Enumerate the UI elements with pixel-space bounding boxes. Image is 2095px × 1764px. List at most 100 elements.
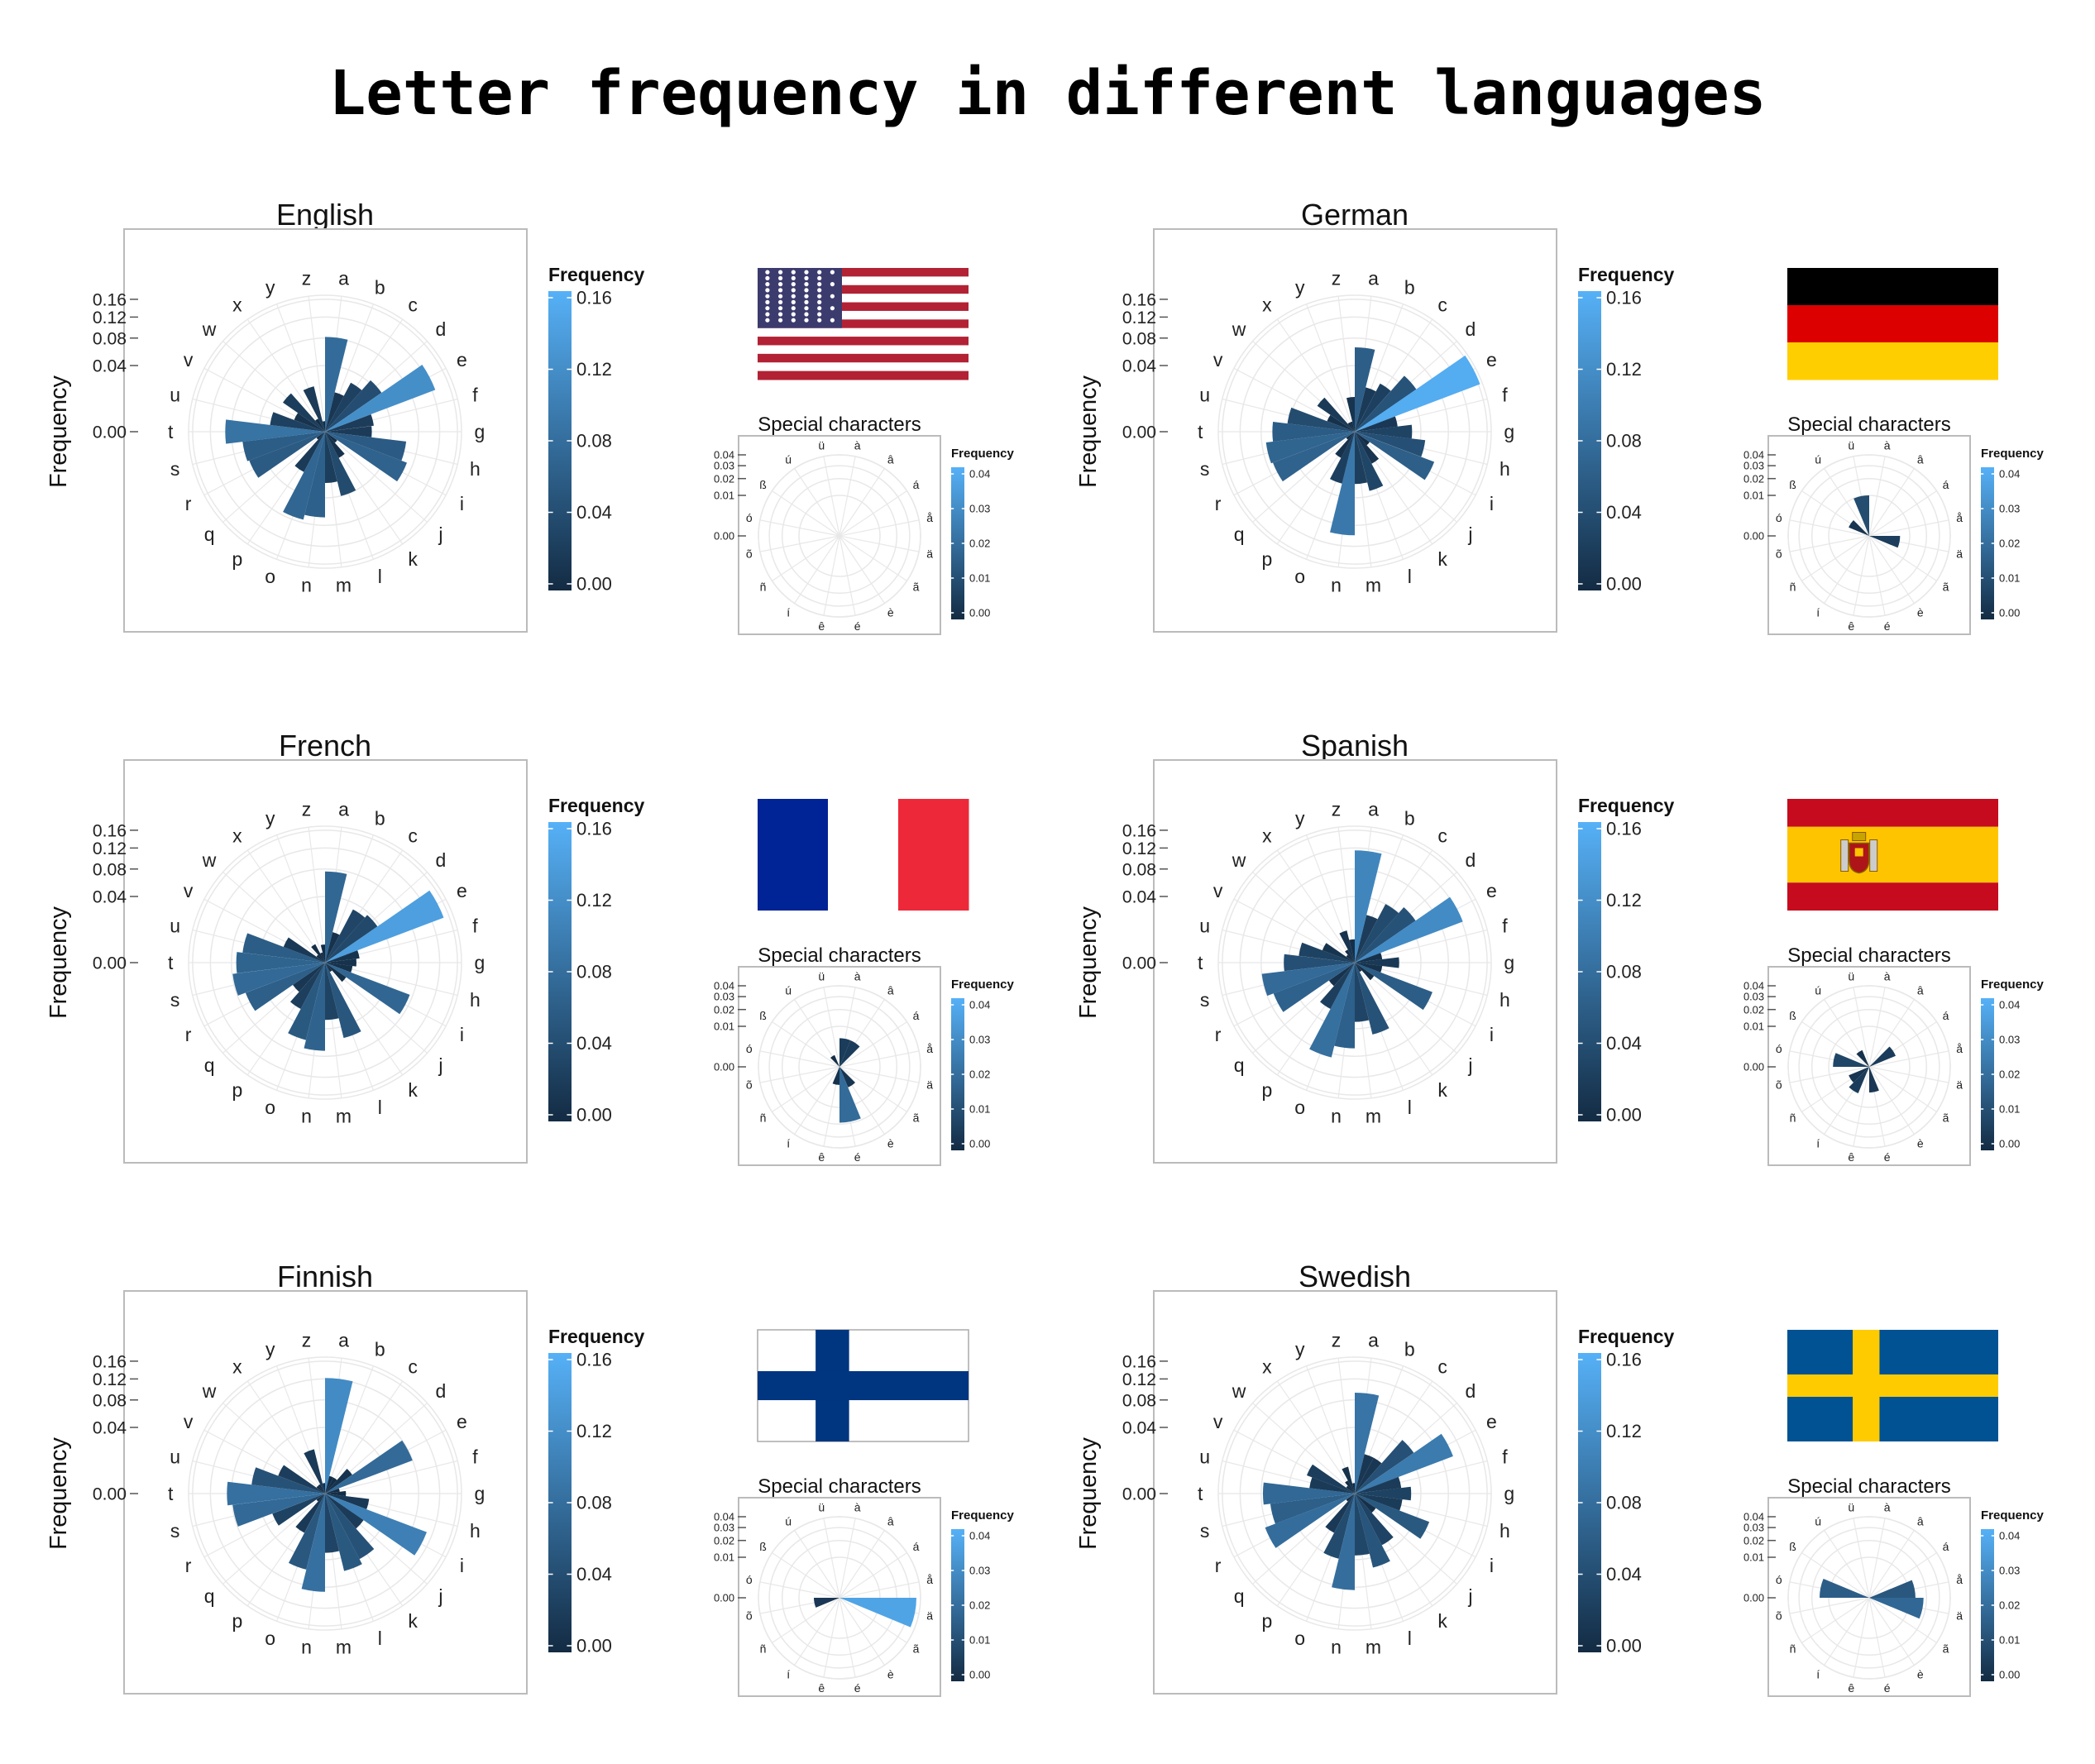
finnish-main-legend-tick: 0.12 [576,1421,612,1441]
german-special-bar-ä [1869,536,1901,548]
spanish-main-bar-d [1355,907,1416,963]
spanish-special-category-label: â [1917,983,1924,997]
english-special-category-label: à [854,439,861,452]
english-special-radial-tick: 0.04 [714,449,734,461]
german-special-legend-tick: 0.04 [1999,468,2020,480]
swedish-main-category-label: v [1213,1411,1223,1432]
spanish-main-bar-e [1355,896,1463,963]
swedish-main-legend-tick: 0.16 [1606,1350,1642,1370]
finnish-main-category-label: u [170,1446,180,1467]
finnish-main-bar-m [325,1494,340,1553]
english-main-bar-f [325,414,374,432]
finnish-main-bar-a [325,1378,353,1494]
finnish-special-radial-tick: 0.01 [714,1551,734,1564]
spanish-main-category-label: k [1437,1079,1447,1101]
english-main-category-label: o [265,566,275,587]
german-special-radial-tick: 0.01 [1743,490,1764,502]
spanish-main-category-label: c [1437,825,1447,846]
french-special-legend-tick: 0.03 [969,1034,990,1046]
german-main-bar-q [1346,432,1355,440]
finnish-special-category-label: ß [759,1540,767,1553]
german-special-radial-tick: 0.04 [1743,449,1764,461]
english-main-category-label: w [202,318,217,340]
swedish-main-radial-tick: 0.16 [1122,1353,1156,1372]
swedish-special-legend-bar [1981,1529,1994,1681]
spanish-main-radial-tick: 0.16 [1122,822,1156,841]
finnish-special-category-label: ú [785,1514,792,1527]
german-special-legend-tick: 0.00 [1999,607,2020,619]
sweden-flag [1787,1330,1998,1441]
german-main-bar-z [1346,397,1355,432]
swedish-main-category-label: x [1262,1355,1272,1377]
english-special-category-label: è [887,605,894,619]
swedish-special-category-label: â [1917,1514,1924,1527]
french-special-bar-ê [832,1067,839,1085]
swedish-main-category-label: i [1490,1555,1494,1576]
swedish-main-legend-tick: 0.12 [1606,1421,1642,1441]
swedish-chart-title: Swedish [1299,1260,1411,1293]
german-main-bar-k [1355,432,1380,464]
german-special-bar-ü [1853,495,1869,536]
finnish-main-category-label: b [375,1338,385,1360]
english-main-category-label: c [408,294,418,315]
german-special-legend-tick: 0.02 [1999,538,2020,550]
swedish-special-bar-ä [1869,1598,1924,1619]
english-main-bar-s [242,432,325,461]
french-main-bar-b [325,932,340,963]
spanish-main-legend-tick: 0.04 [1606,1033,1642,1054]
english-main-legend-title: Frequency [548,264,645,285]
finnish-main-bar-g [325,1490,347,1497]
finnish-main-category-label: h [470,1520,481,1542]
german-main-category-label: v [1213,349,1223,370]
english-special-category-label: í [787,605,790,619]
spanish-special-bar-é [1869,1067,1879,1092]
french-main-category-label: m [336,1106,352,1127]
spanish-special-legend-tick: 0.00 [1999,1138,2020,1150]
finnish-main-bar-w [316,1485,325,1494]
german-main-category-label: t [1198,421,1203,442]
spanish-main-category-label: j [1467,1054,1472,1076]
english-main-bar-n [304,432,325,518]
finnish-special-radial-tick: 0.00 [714,1592,734,1604]
spanish-special-legend-bar [1981,998,1994,1150]
english-special-legend-tick: 0.01 [969,572,990,585]
german-main-category-label: z [1332,268,1342,289]
finnish-main-bar-j [325,1494,364,1529]
swedish-main-category-label: a [1368,1330,1379,1351]
spanish-special-category-label: í [1816,1136,1820,1150]
german-main-category-label: n [1331,575,1342,596]
german-main-bar-m [1355,432,1368,485]
spanish-main-bar-b [1355,915,1378,963]
swedish-special-radial-tick: 0.02 [1743,1534,1764,1546]
english-main-category-label: j [438,523,442,545]
swedish-special-category-label: à [1884,1501,1891,1514]
swedish-main-bar-a [1355,1392,1380,1494]
french-special-legend-title: Frequency [951,978,1015,992]
spanish-main-bar-q [1328,963,1355,987]
spanish-main-bar-v [1322,943,1355,963]
swedish-special-category-label: ê [1848,1681,1854,1695]
swedish-special-category-label: ñ [1790,1642,1796,1656]
finnish-main-category-label: k [408,1610,418,1632]
finland-flag [757,1329,969,1442]
french-main-category-label: u [170,915,180,936]
french-main-legend-title: Frequency [548,795,645,816]
swedish-main-bar-d [1355,1440,1414,1494]
french-special-category-label: è [887,1136,894,1150]
swedish-main-bar-n [1332,1494,1355,1590]
swedish-main-legend-tick: 0.00 [1606,1636,1642,1656]
german-special-category-label: ß [1789,478,1796,491]
english-special-legend-tick: 0.02 [969,538,990,550]
finnish-main-category-label: s [170,1520,180,1542]
finnish-special-category-label: å [926,1573,933,1586]
french-special-legend-tick: 0.04 [969,999,990,1011]
french-main-category-label: v [184,880,194,901]
german-main-bar-p [1335,432,1355,458]
french-main-category-label: d [436,849,447,871]
german-special-category-label: ã [1943,581,1949,594]
swedish-main-bar-o [1323,1494,1355,1559]
english-main-bar-u [270,412,325,432]
finnish-special-legend-tick: 0.04 [969,1530,990,1542]
german-main-category-label: f [1502,384,1508,405]
